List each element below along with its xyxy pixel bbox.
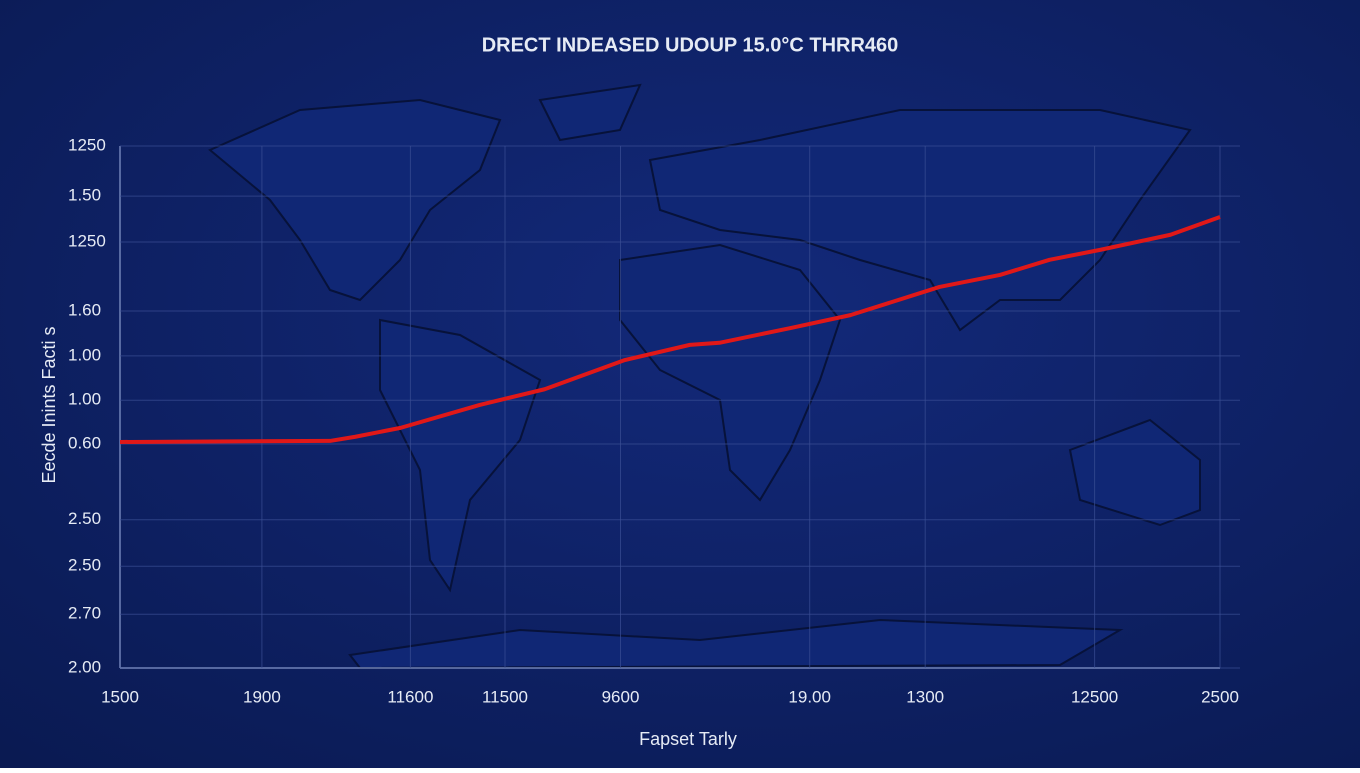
x-tick-label: 19.00 <box>788 687 831 706</box>
x-tick-label: 12500 <box>1071 687 1118 706</box>
x-axis-label: Fapset Tarly <box>639 729 737 749</box>
x-tick-label: 1300 <box>906 687 944 706</box>
x-tick-label: 9600 <box>602 687 640 706</box>
y-tick-label: 1.00 <box>68 390 101 409</box>
y-tick-label: 2.70 <box>68 604 101 623</box>
chart-title: DRECT INDEASED UDOUP 15.0°C THRR460 <box>482 34 899 56</box>
world-map <box>208 83 1201 670</box>
y-tick-label: 1.60 <box>68 300 101 319</box>
x-tick-label: 1500 <box>101 687 139 706</box>
x-tick-label: 11500 <box>482 687 528 706</box>
x-tick-label: 1900 <box>243 687 281 706</box>
x-tick-label: 11600 <box>387 687 433 706</box>
y-tick-label: 0.60 <box>68 434 101 453</box>
y-tick-label: 1250 <box>68 232 106 251</box>
y-tick-label: 2.00 <box>68 657 101 676</box>
y-axis-label: Eecde Inints Facti s <box>39 326 59 483</box>
y-tick-label: 1250 <box>68 135 106 154</box>
y-tick-label: 1.50 <box>68 186 101 205</box>
x-tick-label: 2500 <box>1201 687 1239 706</box>
y-tick-label: 2.50 <box>68 556 101 575</box>
data-line <box>119 215 1221 444</box>
y-tick-label: 2.50 <box>68 509 101 528</box>
y-tick-label: 1.00 <box>68 345 101 364</box>
